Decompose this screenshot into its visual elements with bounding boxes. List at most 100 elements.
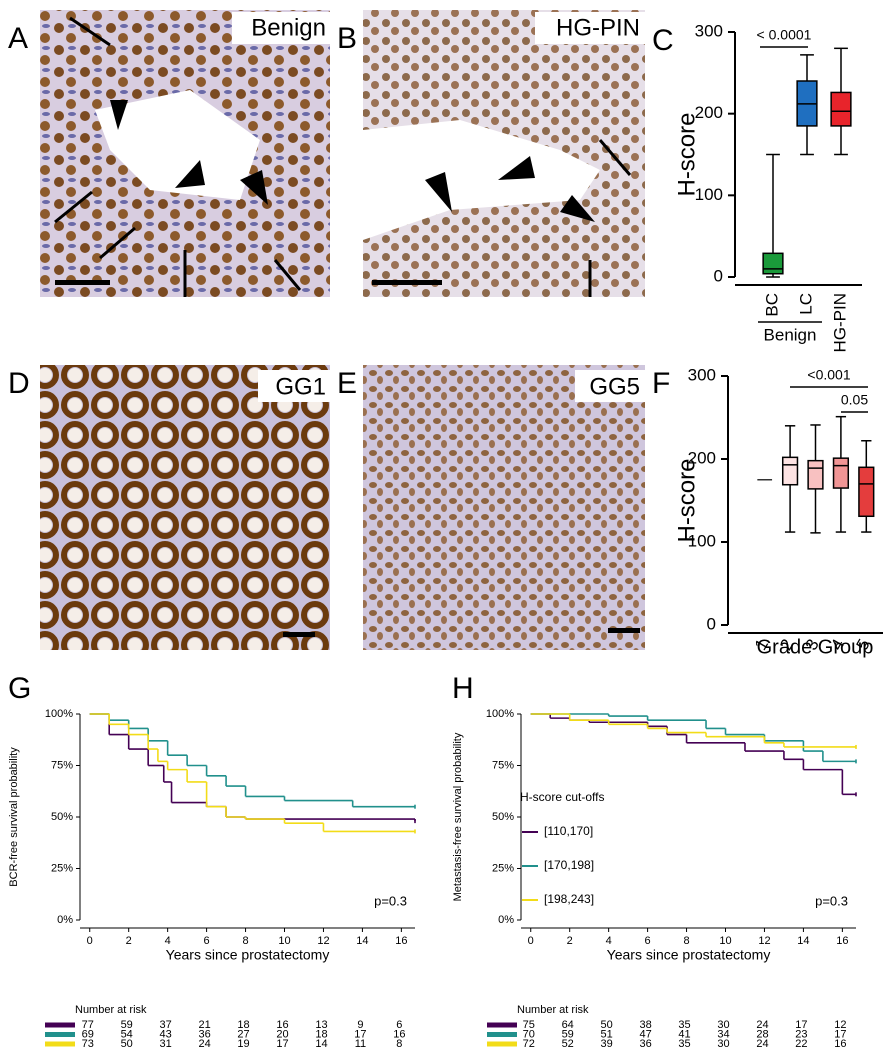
x-tick-label: 0 <box>528 935 534 947</box>
y-tick-label: 50% <box>492 811 514 823</box>
risk-count: 13 <box>315 1019 327 1031</box>
panel-letter: A <box>8 22 28 55</box>
x-tick-label: 4 <box>165 935 171 947</box>
x-tick-label: 8 <box>242 935 248 947</box>
risk-count: 36 <box>639 1038 651 1050</box>
panel-letter: C <box>652 24 674 57</box>
risk-swatch <box>487 1022 517 1028</box>
y-tick-label: 25% <box>51 862 73 874</box>
risk-count: 19 <box>237 1038 249 1050</box>
risk-count: 59 <box>562 1028 574 1040</box>
p-value: <0.001 <box>807 367 850 383</box>
p-value: 0.05 <box>841 392 868 408</box>
risk-count: 30 <box>717 1038 729 1050</box>
x-tick-label: 6 <box>645 935 651 947</box>
risk-count: 36 <box>198 1028 210 1040</box>
risk-swatch <box>487 1032 517 1037</box>
y-tick-label: 25% <box>492 862 514 874</box>
y-tick-label: 50% <box>51 811 73 823</box>
panel-letter: F <box>652 367 670 400</box>
risk-count: 70 <box>523 1028 535 1040</box>
x-axis-label: Years since prostatectomy <box>607 947 771 963</box>
x-tick-label: 16 <box>836 935 848 947</box>
image-label: HG-PIN <box>556 14 640 41</box>
risk-count: 35 <box>678 1019 690 1031</box>
box <box>762 252 784 275</box>
risk-count: 8 <box>396 1038 402 1050</box>
panel-letter: E <box>337 367 357 400</box>
panel-letter: H <box>452 672 474 705</box>
micrograph <box>363 365 645 650</box>
y-tick-label: 75% <box>492 759 514 771</box>
image-label: GG1 <box>275 373 326 400</box>
panel-letter: D <box>8 367 30 400</box>
risk-swatch <box>45 1022 75 1028</box>
image-panels: Benign HG-PIN GG1 GG5 <box>40 10 645 650</box>
panel-letter: G <box>8 672 31 705</box>
x-tick-label: HG-PIN <box>830 293 849 353</box>
risk-count: 51 <box>601 1028 613 1040</box>
risk-count: 21 <box>198 1019 210 1031</box>
x-tick-label: 16 <box>395 935 407 947</box>
micrograph <box>40 365 330 650</box>
risk-count: 17 <box>354 1028 366 1040</box>
image-label: GG5 <box>589 373 640 400</box>
y-tick-label: 75% <box>51 759 73 771</box>
risk-count: 17 <box>834 1028 846 1040</box>
y-axis-label: Metastasis-free survival probability <box>452 732 464 901</box>
x-tick-label: 14 <box>797 935 809 947</box>
x-tick-label: 8 <box>683 935 689 947</box>
risk-count: 27 <box>237 1028 249 1040</box>
p-value: p=0.3 <box>815 893 848 908</box>
risk-count: 14 <box>315 1038 327 1050</box>
panel-letters: A B C D E F G H <box>8 22 674 705</box>
arrowheads <box>110 100 595 222</box>
risk-count: 72 <box>523 1038 535 1050</box>
risk-count: 18 <box>315 1028 327 1040</box>
y-tick-label: 200 <box>695 103 723 122</box>
risk-count: 47 <box>639 1028 651 1040</box>
risk-count: 52 <box>562 1038 574 1050</box>
y-axis-label: H-score <box>673 112 700 196</box>
legend-label: [170,198] <box>544 858 594 872</box>
risk-count: 35 <box>678 1038 690 1050</box>
risk-count: 50 <box>121 1038 133 1050</box>
risk-count: 24 <box>756 1038 768 1050</box>
y-axis-label: BCR-free survival probability <box>8 747 20 887</box>
risk-count: 16 <box>276 1019 288 1031</box>
risk-count: 18 <box>237 1019 249 1031</box>
risk-count: 73 <box>82 1038 94 1050</box>
x-tick-label: 0 <box>87 935 93 947</box>
risk-count: 54 <box>121 1028 133 1040</box>
risk-count: 34 <box>717 1028 729 1040</box>
x-tick-label: 12 <box>758 935 770 947</box>
risk-count: 17 <box>276 1038 288 1050</box>
risk-count: 38 <box>639 1019 651 1031</box>
label-box <box>232 12 330 44</box>
x-tick-label: 10 <box>719 935 731 947</box>
x-axis-label: Grade Group <box>757 636 874 658</box>
risk-swatch <box>45 1032 75 1037</box>
box <box>807 459 824 490</box>
risk-title: Number at risk <box>75 1004 147 1016</box>
risk-count: 31 <box>160 1038 172 1050</box>
risk-count: 17 <box>795 1019 807 1031</box>
risk-title: Number at risk <box>517 1004 589 1016</box>
lumen <box>95 90 260 200</box>
risk-count: 37 <box>160 1019 172 1031</box>
risk-count: 28 <box>756 1028 768 1040</box>
risk-count: 12 <box>834 1019 846 1031</box>
y-tick-label: 200 <box>688 448 716 467</box>
image-label: Benign <box>251 14 326 41</box>
group-label: Benign <box>764 325 817 344</box>
x-tick-label: 14 <box>356 935 368 947</box>
x-tick-label: BC <box>762 293 781 317</box>
risk-count: 41 <box>678 1028 690 1040</box>
risk-count: 24 <box>198 1038 210 1050</box>
y-tick-label: 100% <box>486 708 514 720</box>
label-box <box>258 370 330 402</box>
box <box>781 456 799 486</box>
risk-count: 11 <box>355 1038 366 1050</box>
p-value: p=0.3 <box>374 893 407 908</box>
risk-count: 39 <box>601 1038 613 1050</box>
